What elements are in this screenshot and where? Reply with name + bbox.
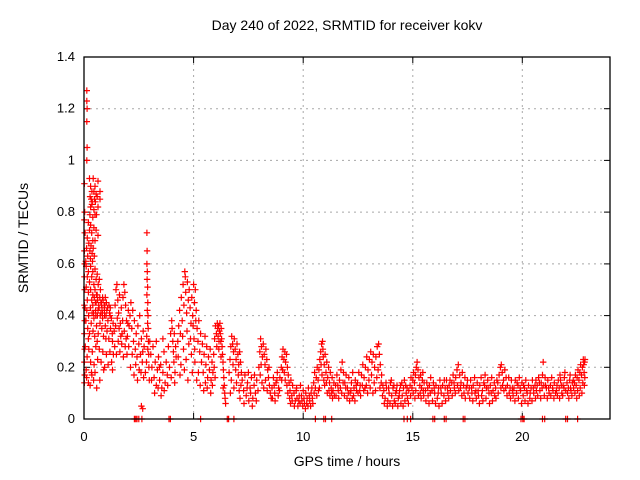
x-tick-label: 15: [406, 429, 420, 444]
chart-title: Day 240 of 2022, SRMTID for receiver kok…: [211, 17, 483, 33]
y-tick-label: 1.4: [57, 49, 75, 64]
x-tick-label: 5: [190, 429, 197, 444]
y-tick-label: 0.8: [57, 204, 75, 219]
scatter-points: [81, 87, 589, 423]
y-tick-label: 0: [68, 411, 75, 426]
y-tick-label: 0.2: [57, 359, 75, 374]
y-tick-label: 1: [68, 152, 75, 167]
plot-border: [83, 56, 611, 420]
y-tick-label: 1.2: [57, 101, 75, 116]
x-tick-label: 20: [515, 429, 529, 444]
y-tick-label: 0.4: [57, 308, 75, 323]
tick-labels: 0 5 10 15 20 0 0.2 0.4 0.6 0.8 1 1.2 1.4: [57, 49, 530, 444]
x-tick-label: 10: [296, 429, 310, 444]
x-axis-title: GPS time / hours: [293, 453, 401, 469]
x-tick-label: 0: [80, 429, 87, 444]
gridlines: [84, 57, 610, 419]
y-tick-label: 0.6: [57, 256, 75, 271]
